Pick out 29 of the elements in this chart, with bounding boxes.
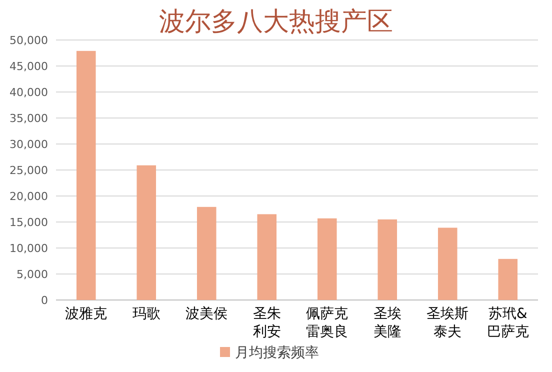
x-tick-label: 苏玳&巴萨克 bbox=[486, 306, 529, 340]
bar bbox=[257, 214, 277, 300]
bar bbox=[76, 50, 96, 300]
bar bbox=[378, 219, 398, 300]
x-tick-label: 玛歌 bbox=[132, 306, 160, 322]
y-tick-label: 45,000 bbox=[10, 60, 48, 73]
x-tick-label: 圣埃美隆 bbox=[373, 306, 402, 340]
y-tick-label: 20,000 bbox=[10, 190, 48, 203]
y-tick-label: 50,000 bbox=[10, 34, 48, 47]
y-tick-label: 5,000 bbox=[16, 268, 48, 281]
x-tick-label: 佩萨克雷奥良 bbox=[306, 306, 348, 340]
x-tick-label: 波美侯 bbox=[186, 306, 228, 322]
y-tick-label: 15,000 bbox=[10, 216, 48, 229]
bar bbox=[136, 165, 156, 300]
y-tick-label: 0 bbox=[41, 294, 48, 307]
bar bbox=[498, 258, 518, 300]
bar bbox=[196, 206, 216, 300]
x-tick-label: 波雅克 bbox=[65, 306, 108, 322]
y-tick-label: 25,000 bbox=[10, 164, 48, 177]
y-tick-label: 10,000 bbox=[10, 242, 48, 255]
chart-title: 波尔多八大热搜产区 bbox=[159, 7, 393, 37]
y-tick-label: 35,000 bbox=[10, 112, 48, 125]
y-tick-label: 40,000 bbox=[10, 86, 48, 99]
legend-label: 月均搜索频率 bbox=[235, 345, 319, 361]
y-tick-label: 30,000 bbox=[10, 138, 48, 151]
x-tick-label: 圣朱利安 bbox=[252, 306, 281, 340]
x-tick-label: 圣埃斯泰夫 bbox=[426, 306, 469, 340]
bar bbox=[317, 218, 337, 300]
bar bbox=[438, 228, 458, 300]
